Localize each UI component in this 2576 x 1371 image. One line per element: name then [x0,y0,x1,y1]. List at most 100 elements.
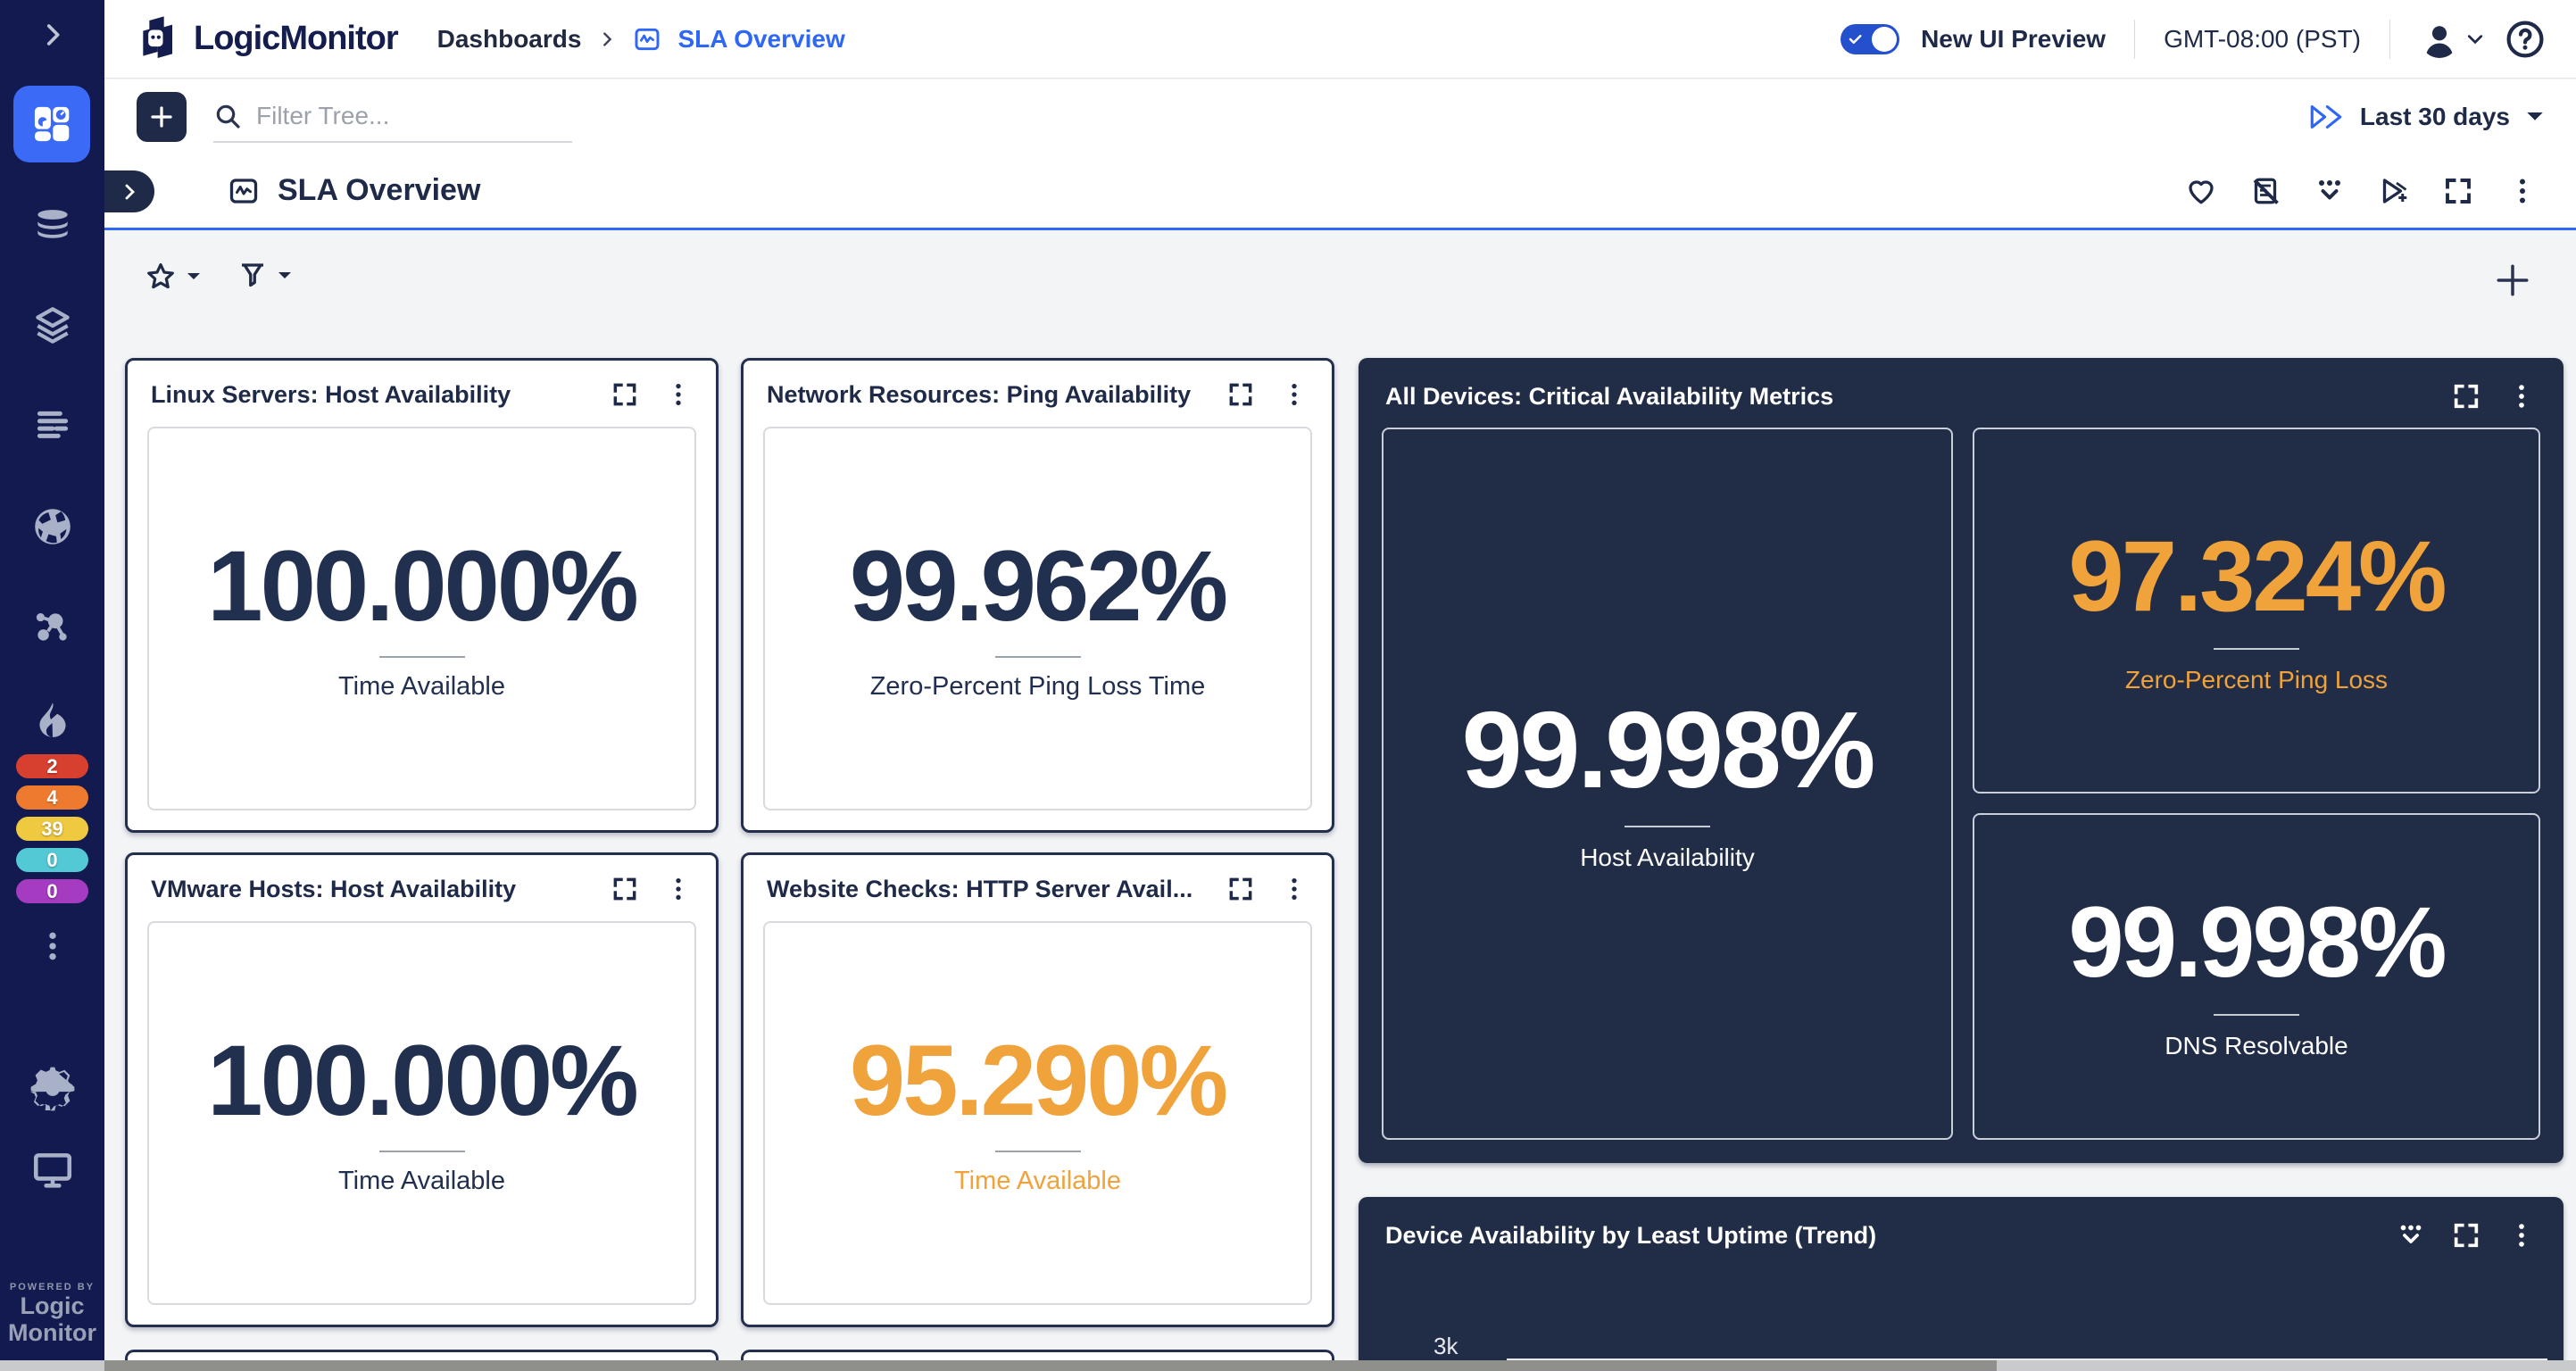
fullscreen-icon[interactable] [2442,175,2474,207]
dashboard-titlebar: SLA Overview [104,154,2576,230]
logicmonitor-logo[interactable]: LogicMonitor [135,14,399,64]
kebab-menu-icon[interactable] [1280,380,1309,409]
search-icon [216,104,240,129]
fullscreen-icon[interactable] [2451,381,2481,411]
sidebar-item-alerts[interactable] [0,697,104,742]
kebab-menu-icon[interactable] [2506,1220,2537,1251]
kebab-menu-icon[interactable] [2506,175,2539,207]
caret-down-icon [187,273,200,279]
divider [378,655,465,658]
flame-icon [38,702,66,737]
help-icon [2506,20,2544,58]
scrollbar-thumb[interactable] [104,1360,1997,1371]
divider [2214,647,2299,650]
sidebar-item-logs[interactable] [0,404,104,449]
divider [2214,1013,2299,1016]
toggle-knob [1872,26,1898,52]
breadcrumb: Dashboards SLA Overview [437,25,845,54]
report-disabled-icon[interactable] [2249,175,2281,207]
filter-menu[interactable] [237,260,292,292]
widget-header-icons [611,875,693,903]
favorite-heart-icon[interactable] [2185,175,2217,207]
divider [2134,19,2136,59]
help-button[interactable] [2505,19,2546,60]
sla-metric-label: Time Available [954,1166,1121,1195]
collapse-widgets-icon[interactable] [2314,175,2346,207]
user-menu[interactable] [2419,19,2483,60]
kebab-menu-icon [48,932,56,960]
widget-title: Device Availability by Least Uptime (Tre… [1385,1221,1877,1249]
sla-value: 97.324% [2068,519,2447,632]
widget-header-icons [1226,875,1309,903]
alert-badge-sdt[interactable]: 0 [16,848,88,872]
alert-badge-error[interactable]: 4 [16,785,88,810]
breadcrumb-dashboards[interactable]: Dashboards [436,24,582,53]
powered-by-logo: POWERED BY Logic Monitor [0,1282,104,1346]
timezone-label[interactable]: GMT-08:00 (PST) [2164,24,2361,53]
page-title: SLA Overview [278,173,481,207]
fullscreen-icon[interactable] [611,380,639,409]
filter-tree-input[interactable] [256,101,551,130]
sidebar-item-resources[interactable] [0,204,104,248]
chevron-right-icon [46,24,60,46]
divider [994,655,1081,658]
dashboard-toolbar: Last 30 days [104,79,2576,154]
horizontal-scrollbar[interactable] [0,1360,2576,1371]
widget-vmware-host-availability: VMware Hosts: Host Availability 100.000%… [125,852,719,1327]
breadcrumb-chevron-icon [603,31,612,46]
sidebar-item-settings[interactable] [0,1067,104,1111]
alert-badge-critical[interactable]: 2 [16,754,88,778]
brand-wordmark: LogicMonitor [194,20,399,57]
alert-badge-ack[interactable]: 0 [16,879,88,903]
dashboard-page-icon [635,28,660,50]
widget-website-http-availability: Website Checks: HTTP Server Avail... 95.… [741,852,1334,1327]
check-icon [1849,34,1862,44]
sidebar-more-button[interactable] [0,928,104,964]
powered-by-brand-line1: Logic [20,1292,85,1319]
sla-metric-label: Time Available [338,1166,505,1195]
widget-title: Website Checks: HTTP Server Avail... [767,875,1193,902]
time-range-control[interactable]: Last 30 days [2308,102,2544,132]
widget-header: Network Resources: Ping Availability [744,361,1332,416]
fullscreen-icon[interactable] [1226,875,1255,903]
fullscreen-icon[interactable] [2451,1220,2481,1251]
sidebar-expand-button[interactable] [0,20,104,50]
sla-panel: 100.000% Time Available [147,427,696,810]
alert-badge-warning[interactable]: 39 [16,817,88,841]
kebab-menu-icon[interactable] [664,380,693,409]
time-range-label: Last 30 days [2359,102,2510,130]
widget-header: VMware Hosts: Host Availability [128,855,716,910]
fullscreen-icon[interactable] [1226,380,1255,409]
monitor-icon [33,1153,71,1188]
sla-value: 99.998% [2068,885,2447,998]
sidebar-item-dashboards[interactable] [13,86,90,162]
gear-icon [29,1067,74,1111]
favorites-filter[interactable] [144,260,201,294]
widget-critical-availability-metrics: All Devices: Critical Availability Metri… [1359,358,2564,1163]
sidebar-item-websites[interactable] [0,504,104,549]
collapse-widget-icon[interactable] [2396,1220,2426,1251]
expand-tree-button[interactable] [104,170,154,212]
host-availability-panel: 99.998% Host Availability [1382,428,1953,1140]
sla-metric-label: Time Available [338,671,505,701]
widget-title: All Devices: Critical Availability Metri… [1385,382,1834,410]
add-dashboard-button[interactable] [137,91,187,142]
fullscreen-icon[interactable] [611,875,639,903]
sidebar-item-topology[interactable] [0,604,104,649]
widget-header-icons [2451,381,2537,411]
kebab-menu-icon[interactable] [1280,875,1309,903]
layers-icon [35,307,70,344]
dashboard-content: Linux Servers: Host Availability 100.000… [104,233,2576,1371]
new-ui-toggle[interactable] [1841,23,1900,54]
sidebar-item-remote-session[interactable] [0,1147,104,1192]
caret-down-icon [2527,112,2543,120]
kebab-menu-icon[interactable] [664,875,693,903]
add-widget-button[interactable] [2494,262,2531,299]
breadcrumb-current-page[interactable]: SLA Overview [677,24,845,53]
globe-map-icon [34,509,71,544]
kebab-menu-icon[interactable] [2506,381,2537,411]
avatar-icon [2426,25,2453,58]
sla-value: 99.998% [1461,689,1876,810]
sidebar-item-modules[interactable] [0,303,104,348]
slideshow-add-icon[interactable] [2378,175,2410,207]
